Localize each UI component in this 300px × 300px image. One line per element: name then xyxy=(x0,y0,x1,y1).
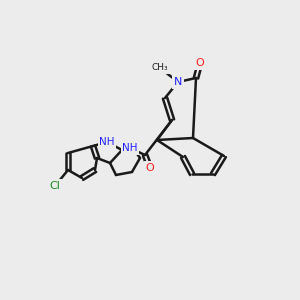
Text: NH: NH xyxy=(99,137,115,147)
Text: Cl: Cl xyxy=(50,181,60,191)
Text: O: O xyxy=(146,163,154,173)
Text: O: O xyxy=(196,58,204,68)
Text: NH: NH xyxy=(122,143,138,153)
Text: N: N xyxy=(174,77,182,87)
Text: CH₃: CH₃ xyxy=(152,64,168,73)
